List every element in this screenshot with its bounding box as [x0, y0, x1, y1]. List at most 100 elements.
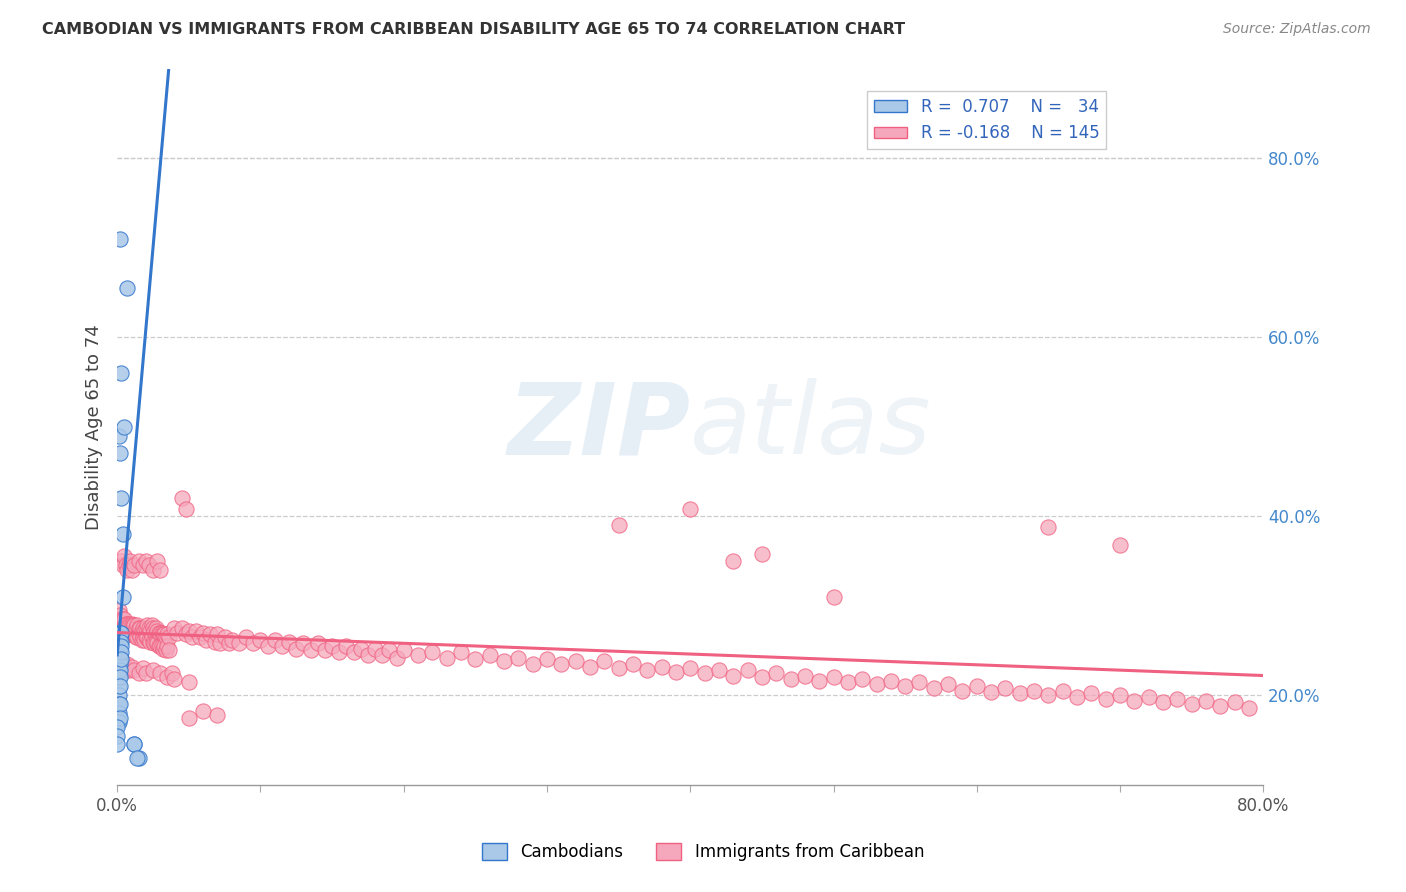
Point	[105, 729, 128, 743]
Point	[508, 650, 530, 665]
Point	[142, 621, 165, 635]
Point	[191, 704, 214, 718]
Point	[108, 616, 131, 631]
Point	[105, 720, 128, 734]
Point	[422, 645, 444, 659]
Point	[204, 634, 226, 648]
Point	[128, 621, 150, 635]
Point	[108, 607, 131, 622]
Point	[108, 446, 131, 460]
Point	[994, 681, 1017, 695]
Point	[115, 616, 138, 631]
Point	[155, 643, 177, 657]
Legend: Cambodians, Immigrants from Caribbean: Cambodians, Immigrants from Caribbean	[475, 836, 931, 868]
Point	[579, 659, 602, 673]
Point	[894, 679, 917, 693]
Point	[146, 624, 169, 638]
Point	[128, 554, 150, 568]
Point	[651, 659, 673, 673]
Point	[110, 554, 132, 568]
Point	[129, 630, 152, 644]
Point	[170, 491, 193, 506]
Point	[128, 751, 150, 765]
Point	[1038, 688, 1060, 702]
Point	[1137, 690, 1160, 704]
Point	[723, 668, 745, 682]
Point	[146, 636, 169, 650]
Point	[1109, 538, 1132, 552]
Point	[679, 661, 702, 675]
Point	[105, 625, 128, 640]
Point	[108, 643, 131, 657]
Point	[107, 603, 129, 617]
Point	[108, 657, 131, 671]
Point	[129, 621, 152, 635]
Point	[218, 636, 240, 650]
Point	[564, 654, 586, 668]
Point	[112, 612, 135, 626]
Point	[108, 670, 131, 684]
Point	[121, 563, 143, 577]
Point	[107, 657, 129, 671]
Point	[127, 618, 149, 632]
Point	[114, 616, 136, 631]
Point	[108, 625, 131, 640]
Point	[108, 710, 131, 724]
Point	[115, 563, 138, 577]
Point	[118, 625, 141, 640]
Point	[1237, 700, 1260, 714]
Point	[952, 683, 974, 698]
Point	[112, 549, 135, 564]
Point	[108, 679, 131, 693]
Point	[299, 643, 322, 657]
Point	[122, 625, 145, 640]
Point	[153, 627, 176, 641]
Point	[636, 663, 658, 677]
Point	[153, 639, 176, 653]
Point	[492, 654, 515, 668]
Point	[111, 590, 134, 604]
Point	[865, 677, 887, 691]
Point	[138, 632, 160, 647]
Point	[1181, 697, 1204, 711]
Point	[1223, 695, 1246, 709]
Point	[124, 738, 146, 752]
Point	[132, 661, 155, 675]
Point	[235, 630, 257, 644]
Point	[110, 652, 132, 666]
Text: atlas: atlas	[690, 378, 932, 475]
Point	[936, 677, 959, 691]
Point	[143, 636, 166, 650]
Point	[146, 554, 169, 568]
Point	[209, 636, 232, 650]
Point	[124, 618, 146, 632]
Point	[142, 663, 165, 677]
Point	[249, 632, 271, 647]
Point	[1094, 691, 1116, 706]
Point	[124, 558, 146, 573]
Point	[135, 554, 157, 568]
Point	[107, 648, 129, 662]
Point	[121, 627, 143, 641]
Point	[155, 630, 177, 644]
Point	[121, 659, 143, 673]
Point	[285, 641, 308, 656]
Point	[851, 672, 873, 686]
Point	[157, 643, 180, 657]
Point	[522, 657, 544, 671]
Point	[152, 627, 174, 641]
Point	[128, 627, 150, 641]
Point	[1038, 520, 1060, 534]
Point	[107, 661, 129, 675]
Point	[110, 366, 132, 380]
Point	[156, 639, 179, 653]
Point	[191, 625, 214, 640]
Point	[536, 652, 558, 666]
Point	[184, 624, 207, 638]
Point	[207, 707, 229, 722]
Point	[837, 674, 859, 689]
Point	[107, 670, 129, 684]
Point	[793, 668, 815, 682]
Point	[823, 670, 845, 684]
Point	[118, 558, 141, 573]
